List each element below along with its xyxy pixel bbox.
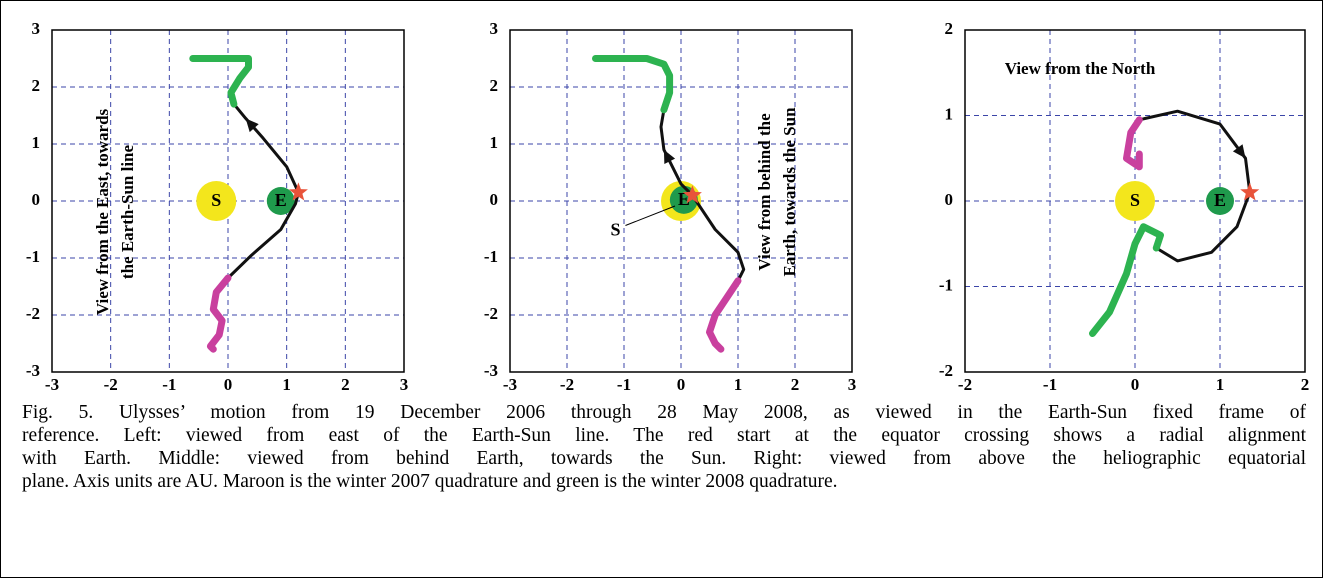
y-tick-label: -2 [484, 304, 498, 323]
x-tick-label: -3 [503, 375, 517, 394]
body [196, 181, 237, 221]
figure: -3 -2 -1 0 1 2 3 -3 -2 -1 0 1 2 3 S E View from the East… [26, 19, 1310, 394]
direction-arrow [245, 118, 259, 133]
y-tick-label: 0 [490, 190, 499, 209]
label-pointer [625, 205, 676, 226]
x-tick-label: 3 [400, 375, 409, 394]
y-tick-label: -3 [26, 361, 40, 380]
x-tick-label: 0 [224, 375, 233, 394]
body [266, 187, 295, 215]
x-tick-label: -2 [104, 375, 118, 394]
caption-line: plane. Axis units are AU. Maroon is the … [22, 471, 838, 492]
y-tick-label: -2 [939, 361, 953, 380]
body-label: S [610, 220, 620, 240]
y-tick-label: 2 [945, 19, 954, 38]
y-tick-label: -3 [484, 361, 498, 380]
equator-crossing-star [682, 185, 702, 204]
y-tick-label: -1 [484, 247, 498, 266]
x-tick-label: 0 [677, 375, 686, 394]
x-tick-label: -1 [162, 375, 176, 394]
y-tick-label: 2 [490, 76, 499, 95]
body-label: E [275, 190, 287, 210]
equator-crossing-star [1240, 182, 1260, 201]
x-tick-label: 0 [1131, 375, 1140, 394]
x-tick-label: 3 [848, 375, 857, 394]
x-tick-label: 1 [1216, 375, 1225, 394]
caption: Fig. 5. Ulysses’ motion from 19 December… [22, 401, 1306, 493]
x-tick-label: 2 [341, 375, 350, 394]
x-tick-label: -2 [958, 375, 972, 394]
x-tick-label: -3 [45, 375, 59, 394]
quadrature-segment [206, 274, 232, 353]
y-tick-label: 0 [945, 190, 954, 209]
equator-crossing-star [288, 182, 308, 201]
y-tick-label: 1 [490, 133, 499, 152]
x-tick-label: -2 [560, 375, 574, 394]
body-label: S [211, 190, 221, 210]
quadrature-segment [189, 55, 252, 108]
y-tick-label: 0 [32, 190, 41, 209]
body [1115, 181, 1155, 221]
view-annotation: the Earth-Sun line [118, 144, 137, 279]
plot-frame [964, 29, 1306, 373]
y-tick-label: 1 [945, 104, 954, 123]
y-tick-label: -2 [26, 304, 40, 323]
caption-line: Fig. 5. Ulysses’ motion from 19 December… [22, 402, 1306, 423]
y-tick-label: 2 [32, 76, 41, 95]
x-tick-label: -1 [617, 375, 631, 394]
caption-line: reference. Left: viewed from east of the… [22, 425, 1306, 446]
view-annotation: View from the North [1005, 59, 1156, 78]
y-tick-label: -1 [939, 275, 953, 294]
plot-frame [51, 29, 405, 373]
direction-arrow [663, 149, 676, 165]
plot-frame [509, 29, 853, 373]
y-tick-label: 1 [32, 133, 41, 152]
y-tick-label: 3 [490, 19, 499, 38]
view-annotation: Earth, towards the Sun [780, 107, 799, 277]
body-label: S [1130, 190, 1140, 210]
x-tick-label: -1 [1043, 375, 1057, 394]
y-tick-label: -1 [26, 247, 40, 266]
view-annotation: View from the East, towards [93, 108, 112, 315]
quadrature-segment [1089, 223, 1164, 337]
quadrature-segment [592, 55, 674, 114]
x-tick-label: 2 [1301, 375, 1310, 394]
quadrature-segment [706, 277, 742, 353]
caption-line: with Earth. Middle: viewed from behind E… [22, 448, 1306, 469]
quadrature-segment [1123, 116, 1143, 171]
body-label: E [1214, 190, 1226, 210]
direction-arrow [1232, 144, 1246, 159]
view-annotation: View from behind the [755, 113, 774, 271]
x-tick-label: 1 [282, 375, 291, 394]
y-tick-label: 3 [32, 19, 41, 38]
body [1206, 187, 1234, 215]
x-tick-label: 2 [791, 375, 800, 394]
x-tick-label: 1 [734, 375, 743, 394]
